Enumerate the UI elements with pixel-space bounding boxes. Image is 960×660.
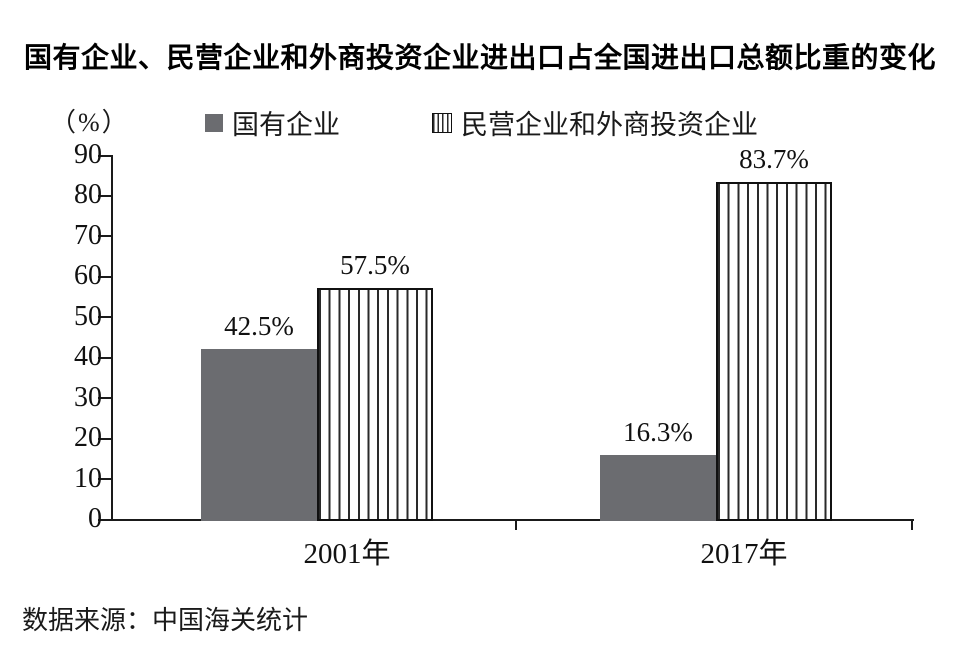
y-axis-tick-label: 30	[74, 381, 102, 413]
bar-solid-2017	[600, 455, 716, 521]
bar-value-label: 16.3%	[623, 417, 693, 448]
y-axis-tick-label: 80	[74, 179, 102, 211]
category-label: 2017年	[700, 538, 788, 570]
y-axis-tick	[98, 518, 112, 521]
y-axis-tick	[98, 478, 112, 481]
solid-gray-swatch-icon	[205, 113, 223, 132]
y-axis-tick-label: 50	[74, 300, 102, 332]
bar-solid-2001	[201, 349, 317, 521]
y-axis-tick	[98, 316, 112, 319]
data-source-note: 数据来源：中国海关统计	[22, 606, 309, 635]
bar-value-label: 83.7%	[739, 144, 809, 175]
y-axis-tick-label: 40	[74, 341, 102, 373]
y-axis-tick	[98, 275, 112, 278]
y-axis-tick-label: 70	[74, 219, 102, 251]
legend-item-private-foreign: 民营企业和外商投资企业	[432, 103, 758, 142]
y-axis-tick-label: 90	[74, 139, 102, 170]
y-axis-tick	[98, 397, 112, 400]
y-axis-unit-label: （%）	[50, 108, 130, 137]
y-axis-tick	[98, 437, 112, 440]
y-axis-line	[111, 155, 113, 521]
y-axis-tick	[98, 194, 112, 197]
y-axis-tick	[98, 154, 112, 157]
legend-item-state-owned: 国有企业	[205, 103, 340, 142]
legend-label: 民营企业和外商投资企业	[461, 110, 758, 140]
y-axis-tick-label: 10	[74, 462, 102, 494]
category-label: 2001年	[303, 538, 391, 570]
bar-value-label: 57.5%	[340, 250, 410, 281]
chart-title: 国有企业、民营企业和外商投资企业进出口占全国进出口总额比重的变化	[23, 42, 936, 73]
x-axis-tick	[515, 521, 517, 530]
striped-swatch-icon	[432, 112, 452, 133]
y-axis-tick-label: 20	[74, 422, 102, 454]
x-axis-tick	[911, 521, 913, 530]
bar-striped-2017	[716, 182, 832, 521]
y-axis-tick-label: 0	[88, 503, 102, 534]
y-axis-tick	[98, 235, 112, 238]
y-axis-tick-label: 60	[74, 260, 102, 292]
legend-label: 国有企业	[232, 110, 340, 140]
bar-value-label: 42.5%	[224, 311, 294, 342]
bar-striped-2001	[317, 288, 433, 521]
y-axis-tick	[98, 356, 112, 359]
x-axis-line	[111, 519, 914, 521]
